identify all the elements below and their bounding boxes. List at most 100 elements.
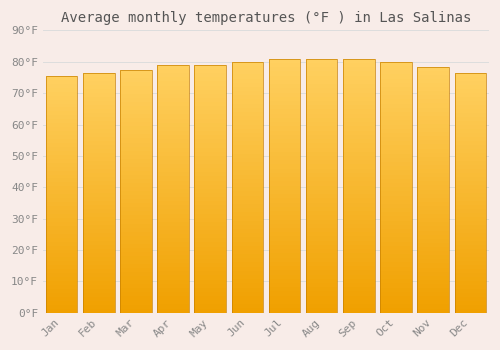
Bar — [380, 250, 412, 254]
Bar — [343, 114, 374, 118]
Bar — [194, 147, 226, 152]
Bar — [46, 147, 78, 151]
Bar — [120, 232, 152, 236]
Bar — [232, 95, 263, 99]
Bar — [454, 281, 486, 285]
Bar — [83, 217, 114, 221]
Bar — [268, 71, 300, 76]
Bar — [232, 66, 263, 70]
Bar — [306, 224, 338, 228]
Bar — [306, 139, 338, 143]
Bar — [418, 99, 449, 103]
Bar — [343, 101, 374, 105]
Bar — [306, 101, 338, 105]
Bar — [306, 241, 338, 245]
Bar — [120, 224, 152, 228]
Bar — [268, 148, 300, 152]
Bar — [380, 91, 412, 95]
Bar — [268, 287, 300, 292]
Bar — [157, 176, 189, 181]
Bar — [232, 262, 263, 267]
Bar — [418, 87, 449, 91]
Bar — [46, 202, 78, 206]
Bar — [232, 125, 263, 129]
Bar — [46, 214, 78, 218]
Bar — [343, 296, 374, 300]
Bar — [454, 177, 486, 181]
Bar — [454, 101, 486, 105]
Bar — [343, 279, 374, 283]
Bar — [306, 198, 338, 203]
Bar — [380, 170, 412, 175]
Bar — [418, 292, 449, 296]
Bar — [83, 253, 114, 257]
Bar — [46, 187, 78, 190]
Bar — [306, 207, 338, 211]
Bar — [83, 257, 114, 261]
Bar — [232, 187, 263, 191]
Bar — [343, 237, 374, 241]
Bar — [380, 204, 412, 208]
Bar — [194, 296, 226, 300]
Bar — [268, 241, 300, 245]
Bar — [418, 83, 449, 87]
Bar — [454, 73, 486, 313]
Bar — [46, 182, 78, 187]
Bar — [268, 194, 300, 198]
Bar — [120, 292, 152, 296]
Bar — [83, 129, 114, 133]
Bar — [83, 281, 114, 285]
Bar — [418, 107, 449, 112]
Bar — [194, 110, 226, 114]
Bar — [380, 99, 412, 104]
Bar — [83, 109, 114, 113]
Bar — [343, 67, 374, 71]
Bar — [418, 124, 449, 128]
Bar — [343, 224, 374, 228]
Bar — [194, 292, 226, 296]
Bar — [268, 211, 300, 215]
Bar — [343, 177, 374, 181]
Bar — [418, 222, 449, 226]
Bar — [418, 194, 449, 198]
Bar — [418, 169, 449, 173]
Bar — [120, 163, 152, 167]
Bar — [232, 129, 263, 133]
Bar — [380, 141, 412, 145]
Bar — [83, 93, 114, 97]
Bar — [120, 309, 152, 313]
Bar — [232, 271, 263, 275]
Bar — [157, 73, 189, 77]
Bar — [306, 152, 338, 156]
Bar — [418, 210, 449, 214]
Bar — [46, 104, 78, 107]
Bar — [454, 129, 486, 133]
Bar — [46, 88, 78, 92]
Bar — [46, 238, 78, 241]
Bar — [83, 261, 114, 265]
Bar — [194, 127, 226, 131]
Bar — [157, 197, 189, 201]
Bar — [418, 304, 449, 309]
Bar — [454, 97, 486, 101]
Bar — [157, 181, 189, 185]
Bar — [46, 261, 78, 265]
Bar — [232, 179, 263, 183]
Bar — [380, 208, 412, 212]
Bar — [380, 220, 412, 225]
Bar — [418, 231, 449, 235]
Bar — [46, 175, 78, 178]
Bar — [380, 187, 412, 191]
Bar — [232, 292, 263, 296]
Bar — [380, 78, 412, 83]
Bar — [454, 193, 486, 197]
Bar — [157, 65, 189, 69]
Bar — [268, 84, 300, 88]
Bar — [46, 155, 78, 159]
Bar — [157, 123, 189, 127]
Bar — [268, 80, 300, 84]
Bar — [454, 309, 486, 313]
Bar — [380, 225, 412, 229]
Bar — [454, 125, 486, 129]
Bar — [46, 190, 78, 194]
